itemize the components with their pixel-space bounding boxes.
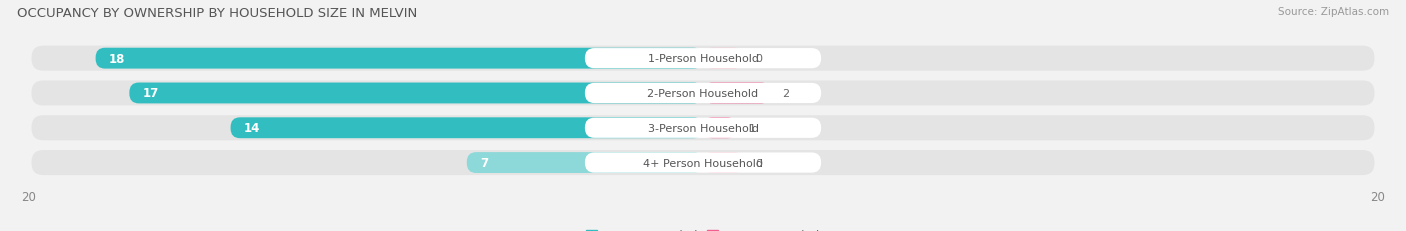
FancyBboxPatch shape (31, 81, 1375, 106)
FancyBboxPatch shape (585, 84, 821, 103)
FancyBboxPatch shape (585, 49, 821, 69)
Text: 1: 1 (748, 123, 755, 133)
FancyBboxPatch shape (703, 118, 737, 139)
Text: 14: 14 (245, 122, 260, 135)
FancyBboxPatch shape (31, 46, 1375, 71)
Text: 3-Person Household: 3-Person Household (648, 123, 758, 133)
FancyBboxPatch shape (703, 83, 770, 104)
Text: 2: 2 (782, 88, 789, 99)
Text: Source: ZipAtlas.com: Source: ZipAtlas.com (1278, 7, 1389, 17)
Text: 18: 18 (110, 52, 125, 65)
Text: 2-Person Household: 2-Person Household (647, 88, 759, 99)
FancyBboxPatch shape (467, 152, 703, 173)
Text: 1-Person Household: 1-Person Household (648, 54, 758, 64)
FancyBboxPatch shape (129, 83, 703, 104)
FancyBboxPatch shape (585, 153, 821, 173)
Text: 0: 0 (755, 54, 762, 64)
Text: 4+ Person Household: 4+ Person Household (643, 158, 763, 168)
Text: OCCUPANCY BY OWNERSHIP BY HOUSEHOLD SIZE IN MELVIN: OCCUPANCY BY OWNERSHIP BY HOUSEHOLD SIZE… (17, 7, 418, 20)
Text: 17: 17 (143, 87, 159, 100)
Text: 0: 0 (755, 158, 762, 168)
FancyBboxPatch shape (231, 118, 703, 139)
FancyBboxPatch shape (31, 116, 1375, 141)
FancyBboxPatch shape (96, 49, 703, 69)
FancyBboxPatch shape (703, 152, 744, 173)
FancyBboxPatch shape (585, 118, 821, 138)
FancyBboxPatch shape (703, 49, 744, 69)
FancyBboxPatch shape (31, 150, 1375, 175)
Legend: Owner-occupied, Renter-occupied: Owner-occupied, Renter-occupied (581, 224, 825, 231)
Text: 7: 7 (481, 156, 488, 169)
